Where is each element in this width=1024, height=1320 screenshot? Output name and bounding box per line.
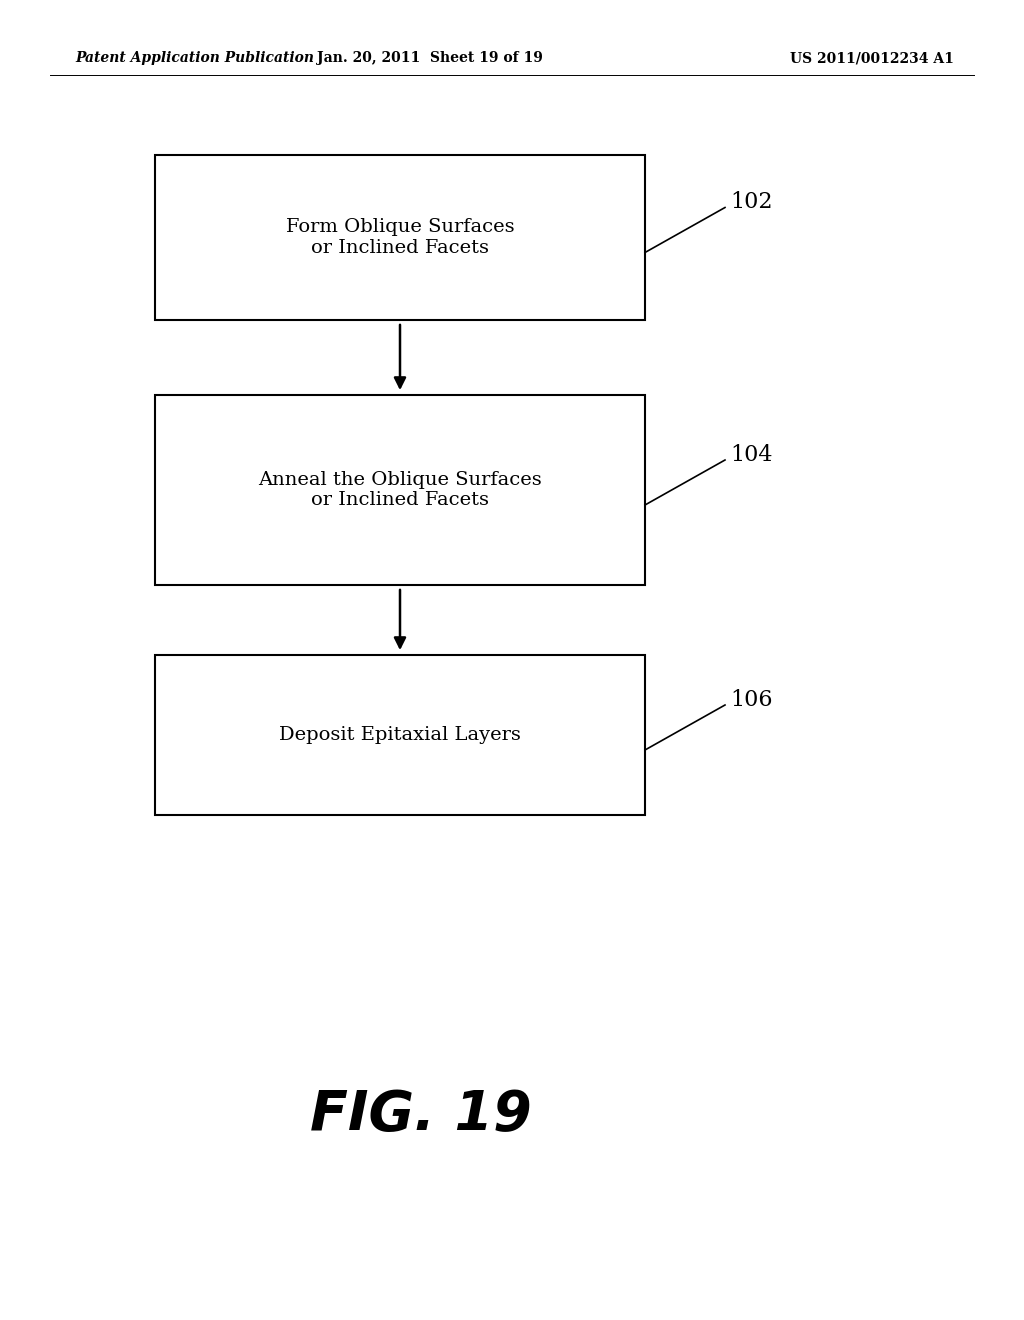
Text: Anneal the Oblique Surfaces
or Inclined Facets: Anneal the Oblique Surfaces or Inclined … — [258, 471, 542, 510]
Text: Form Oblique Surfaces
or Inclined Facets: Form Oblique Surfaces or Inclined Facets — [286, 218, 514, 257]
Bar — [155, 154, 645, 319]
Text: Jan. 20, 2011  Sheet 19 of 19: Jan. 20, 2011 Sheet 19 of 19 — [317, 51, 543, 65]
Text: US 2011/0012234 A1: US 2011/0012234 A1 — [791, 51, 954, 65]
Bar — [155, 655, 645, 814]
Text: FIG. 19: FIG. 19 — [310, 1088, 531, 1142]
Bar — [155, 395, 645, 585]
Text: 102: 102 — [730, 191, 772, 214]
Text: Patent Application Publication: Patent Application Publication — [75, 51, 314, 65]
Text: Deposit Epitaxial Layers: Deposit Epitaxial Layers — [280, 726, 521, 744]
Text: 104: 104 — [730, 444, 772, 466]
Text: 106: 106 — [730, 689, 772, 711]
